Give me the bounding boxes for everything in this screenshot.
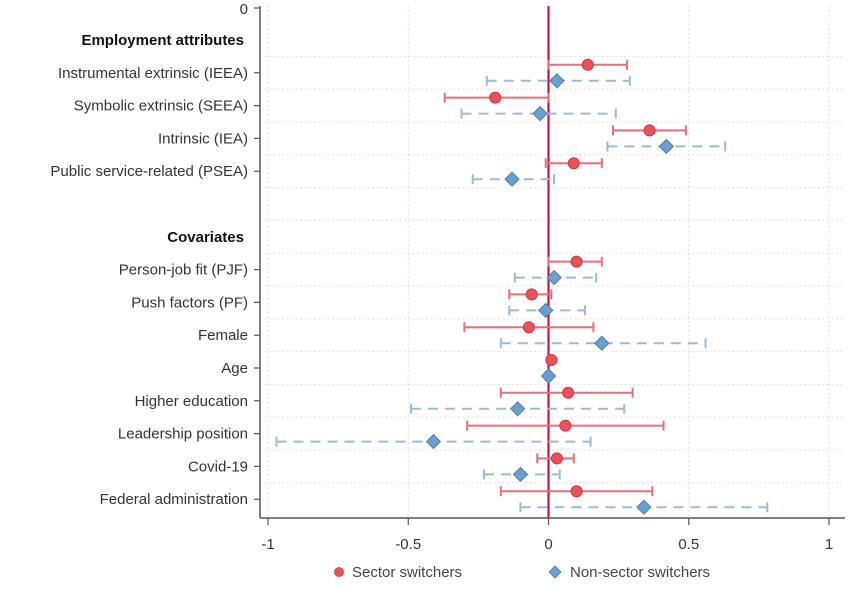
point-estimate-circle bbox=[489, 91, 502, 104]
x-tick-label: 0.5 bbox=[678, 536, 699, 553]
point-estimate-circle bbox=[522, 321, 535, 334]
series-non-sector-switchers bbox=[275, 73, 769, 515]
point-estimate-circle bbox=[562, 386, 575, 399]
y-tick-label: Public service-related (PSEA) bbox=[50, 163, 248, 180]
y-tick-label: Covid-19 bbox=[188, 458, 248, 475]
x-tick-label: -0.5 bbox=[395, 536, 421, 553]
y-tick-label: Age bbox=[221, 360, 248, 377]
y-tick-label: Instrumental extrinsic (IEEA) bbox=[58, 65, 248, 82]
point-estimate-circle bbox=[570, 255, 583, 268]
y-tick-label: Intrinsic (IEA) bbox=[158, 130, 248, 147]
legend-label-sector-switchers: Sector switchers bbox=[352, 564, 462, 581]
series-sector-switchers bbox=[443, 58, 687, 498]
point-estimate-diamond bbox=[549, 73, 565, 89]
point-estimate-circle bbox=[545, 354, 558, 366]
y-tick-label: Federal administration bbox=[100, 491, 248, 508]
y-tick-label: Leadership position bbox=[118, 426, 248, 443]
point-estimate-diamond bbox=[546, 269, 562, 286]
y-tick-label: Higher education bbox=[135, 393, 248, 410]
y-group-header: Covariates bbox=[167, 229, 244, 246]
data-marks bbox=[275, 58, 769, 515]
y-tick-label: Push factors (PF) bbox=[131, 294, 248, 311]
y-tick-label: Person-job fit (PJF) bbox=[119, 262, 248, 279]
x-tick-label: 1 bbox=[825, 536, 833, 553]
point-estimate-circle bbox=[550, 452, 563, 465]
point-estimate-diamond bbox=[532, 105, 548, 122]
point-estimate-circle bbox=[570, 485, 583, 498]
point-estimate-circle bbox=[643, 124, 656, 137]
x-tick-label: 0 bbox=[544, 536, 552, 553]
point-estimate-diamond bbox=[658, 138, 675, 155]
point-estimate-diamond bbox=[509, 401, 526, 417]
axes: 0 Employment attributes Instrumental extri… bbox=[50, 1, 845, 553]
point-estimate-diamond bbox=[636, 499, 652, 515]
legend: Sector switchers Non-sector switchers bbox=[334, 564, 710, 581]
point-estimate-diamond bbox=[504, 171, 520, 187]
legend-marker-non-sector-switchers bbox=[548, 565, 562, 579]
point-estimate-diamond bbox=[537, 302, 554, 319]
point-estimate-diamond bbox=[594, 335, 610, 351]
point-estimate-diamond bbox=[425, 433, 442, 450]
point-estimate-circle bbox=[581, 58, 594, 71]
point-estimate-diamond bbox=[540, 368, 557, 384]
point-estimate-diamond bbox=[512, 466, 529, 483]
legend-label-non-sector-switchers: Non-sector switchers bbox=[570, 564, 710, 581]
point-estimate-circle bbox=[559, 419, 572, 432]
x-tick-label: -1 bbox=[261, 536, 274, 553]
y-tick-label: Symbolic extrinsic (SEEA) bbox=[74, 98, 248, 115]
y-group-header: Employment attributes bbox=[81, 32, 244, 49]
y-top-label: 0 bbox=[240, 1, 248, 18]
point-estimate-circle bbox=[525, 288, 538, 301]
grid bbox=[260, 6, 845, 518]
y-tick-label: Female bbox=[198, 327, 248, 344]
legend-marker-sector-switchers bbox=[334, 567, 344, 577]
point-estimate-circle bbox=[567, 157, 580, 170]
